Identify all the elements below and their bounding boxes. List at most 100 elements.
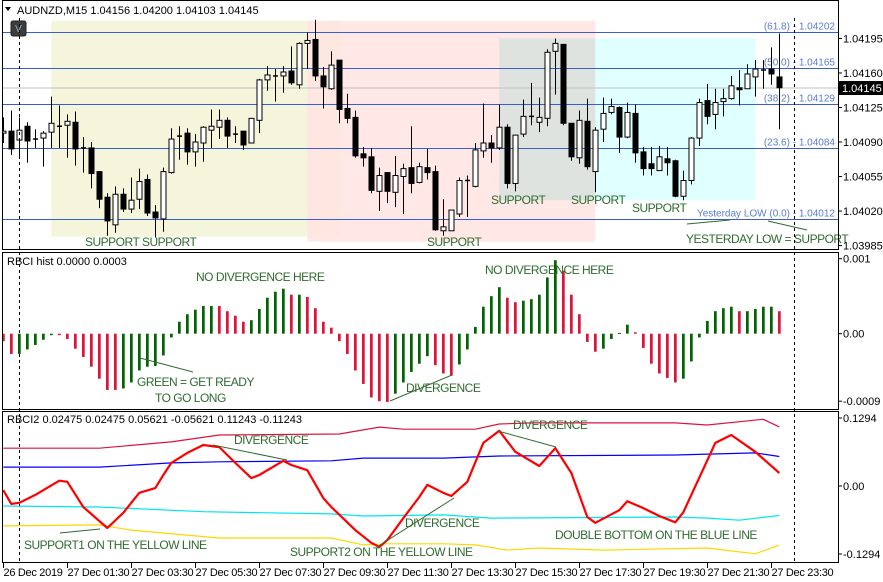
candle-body-bear [24,125,31,142]
time-tick-label: 27 Dec 13:30 [452,567,514,579]
candle-body-bull [200,126,207,144]
candle-body-bear [584,120,591,168]
histogram-bar [778,311,781,334]
time-axis[interactable]: 26 Dec 2019 27 Dec 01:30 27 Dec 03:30 27 De… [3,563,834,579]
candle [536,97,543,133]
annotation-line [376,497,455,548]
histogram-bar [578,314,581,334]
candle [456,177,463,217]
collapse-triangle-icon[interactable] [5,7,11,11]
candle-body-bear [144,178,151,214]
candle-body-bull [680,179,687,197]
annotation-green-ready: GREEN = GET READY [137,375,254,389]
histogram-bar [634,332,637,334]
histogram-bar [378,333,381,402]
histogram-bar [370,333,373,398]
candle-body-bull [376,175,383,192]
candle [432,165,439,231]
histogram-bar [738,311,741,334]
histogram-bar [282,288,285,334]
candle [368,147,375,194]
histogram-bar [426,333,429,357]
candle-body-bull [40,132,47,139]
histogram-bar [650,333,653,364]
candle [120,188,127,213]
price-tick-label: 1.04195 [843,33,883,45]
candle-body-bear [672,160,679,197]
candle [240,130,247,150]
annotation-line [389,374,453,402]
histogram-bar [250,320,253,334]
candle [560,43,567,126]
candle-body-bull [64,120,71,126]
candle [776,33,783,130]
candle [312,19,319,81]
rbci2-panel[interactable]: RBCI2 0.02475 0.02475 0.05621 -0.05621 0… [3,414,781,559]
histogram-bar [130,333,133,383]
price-tick-label: 1.04160 [843,68,883,80]
candle [160,167,167,232]
price-tick-label: 1.04090 [843,137,883,149]
price-tick-label: 1.04020 [843,206,883,218]
histogram-bar [626,324,629,334]
candle-body-bear [560,43,567,124]
candle [680,170,687,201]
annotation-yesterday-low: YESTERDAY LOW = SUPPORT [686,232,849,246]
fibonacci-levels[interactable]: (61.8) - 1.04202 (50.0) - 1.04165 (38.2) -… [3,22,838,220]
candle-body-bull [208,125,215,131]
histogram-bar [386,333,389,402]
candle [440,199,447,236]
annotation-line [767,220,808,231]
time-tick-label: 27 Dec 19:30 [644,567,706,579]
candle-body-bear [312,38,319,77]
time-tick-label: 27 Dec 17:30 [580,567,642,579]
candle-body-bear [8,130,15,150]
rbci-hist-panel[interactable]: RBCI hist 0.0000 0.0003 NO DIVERGENCE HE… [2,256,781,405]
candle-body-bull [576,119,583,159]
annotation-support: SUPPORT [571,193,626,207]
price-tick-label: 1.03985 [843,241,883,253]
v-button[interactable]: V [10,20,27,37]
candle [632,104,639,163]
price-axis[interactable]: 1.04195 1.04160 1.04125 1.04090 1.04055 1.040… [838,33,883,253]
candle [704,83,711,125]
candle [112,186,119,233]
candle-body-bull [696,102,703,139]
candle [472,142,479,188]
upper-band-line [3,418,780,449]
histogram-bar [138,333,141,371]
histogram-bar [418,333,421,364]
candle-body-bull [48,122,55,133]
rbci-line [3,429,781,549]
price-tick-label: 1.04125 [843,102,883,114]
candle [336,59,343,124]
candle [328,51,335,90]
histogram-bar [442,333,445,374]
candle [736,70,743,106]
candle-body-bull [712,102,719,115]
candle-body-bull [440,226,447,232]
histogram-bar [226,311,229,334]
candle [144,174,151,216]
candle [64,114,71,158]
candle [352,110,359,158]
candle [233,126,238,143]
histogram-bar [402,333,405,383]
annotation-double-bottom: DOUBLE BOTTOM ON THE BLUE LINE [555,528,757,542]
candle-body-bull [552,42,559,52]
candle [184,128,191,165]
histogram-bar [754,308,757,334]
candle [208,109,215,148]
annotation-no-divergence: NO DIVERGENCE HERE [196,270,325,284]
main-price-panel[interactable]: (61.8) - 1.04202 (50.0) - 1.04165 (38.2) -… [1,5,850,249]
histogram-bar [722,308,725,334]
candle-body-bear [152,211,159,219]
candle [40,131,47,167]
candle [752,60,759,97]
histogram-bar [290,294,293,334]
histogram-bar [362,333,365,384]
histogram-bar [562,270,565,334]
histogram-bar [42,333,45,340]
histogram-bar [690,333,693,362]
